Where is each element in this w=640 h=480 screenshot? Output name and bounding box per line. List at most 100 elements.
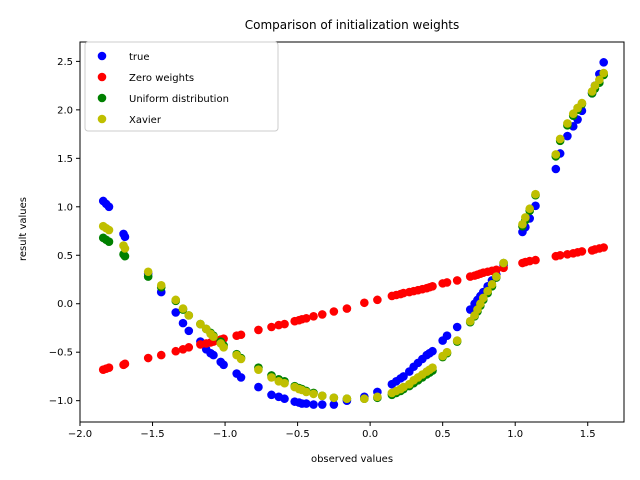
legend-marker: [97, 72, 107, 82]
y-tick-label: 2.5: [57, 57, 73, 68]
series-3-point: [531, 189, 540, 199]
series-3-point: [483, 286, 492, 296]
series-3-point: [577, 98, 587, 108]
series-1-point: [280, 319, 289, 329]
series-0-point: [329, 400, 339, 409]
legend-marker: [97, 114, 107, 124]
legend-label: Zero weights: [129, 73, 194, 84]
series-0-point: [317, 400, 327, 409]
series-1-points: [98, 243, 608, 374]
series-0-point: [399, 372, 408, 381]
series-3-point: [309, 389, 318, 399]
series-1-point: [555, 250, 565, 260]
series-1-point: [452, 276, 462, 285]
series-2-point: [120, 251, 130, 261]
series-3-point: [236, 354, 246, 364]
series-1-point: [156, 350, 166, 360]
series-3-point: [563, 119, 572, 128]
series-3-point: [525, 204, 535, 214]
series-0-point: [219, 360, 228, 370]
series-3-point: [209, 332, 218, 341]
series-3-point: [360, 394, 369, 404]
series-0-point: [563, 131, 572, 141]
series-3-point: [373, 392, 382, 402]
series-3-point: [280, 378, 289, 388]
legend-marker: [97, 93, 107, 103]
series-1-point: [104, 363, 114, 373]
plot-area-frame: [79, 41, 625, 423]
series-0-point: [104, 202, 114, 212]
series-3-point: [599, 68, 608, 78]
series-1-point: [267, 322, 276, 332]
series-1-point: [428, 281, 437, 291]
series-1-point: [317, 310, 327, 319]
series-0-point: [428, 346, 437, 356]
axis-ticks: −2.0 −1.5 −1.0 −0.5 0.0 0.5 1.0 1.5 −1.0 −0.5 0.0 0…: [49, 57, 596, 440]
series-3-point: [219, 343, 228, 352]
y-tick-label: 1.0: [57, 202, 73, 213]
series-1-point: [309, 312, 318, 321]
series-1-point: [302, 313, 311, 323]
series-3-point: [492, 272, 501, 281]
series-0-point: [452, 322, 462, 332]
series-1-point: [442, 278, 452, 287]
series-3-point: [342, 394, 352, 404]
series-1-point: [184, 343, 194, 352]
series-3-point: [171, 295, 181, 305]
series-3-point: [120, 244, 130, 253]
series-0-point: [599, 58, 608, 67]
legend: true Zero weights Uniform distribution Xavi…: [84, 41, 279, 132]
y-axis-label: result values: [18, 197, 29, 261]
y-tick-label: 0.5: [57, 251, 73, 262]
series-1-point: [254, 325, 263, 335]
series-3-point: [104, 225, 114, 235]
series-1-point: [531, 255, 540, 265]
series-3-point: [555, 134, 565, 144]
series-3-point: [254, 365, 263, 374]
series-1-point: [236, 330, 246, 340]
series-3-point: [442, 347, 452, 357]
x-tick-label: −2.0: [68, 429, 92, 440]
series-1-point: [577, 247, 587, 256]
series-3-point: [487, 280, 497, 289]
series-0-point: [254, 382, 263, 392]
series-1-point: [171, 346, 181, 356]
x-tick-label: 1.5: [580, 429, 596, 440]
series-0-point: [209, 350, 218, 360]
series-1-point: [360, 298, 369, 308]
y-tick-label: 2.0: [57, 105, 73, 116]
series-3-point: [521, 213, 530, 222]
series-0-point: [302, 399, 311, 408]
series-3-points: [98, 68, 608, 404]
y-tick-label: 1.5: [57, 154, 73, 165]
x-tick-label: −0.5: [285, 429, 309, 440]
y-tick-label: −0.5: [49, 348, 73, 359]
series-0-point: [236, 373, 246, 382]
x-tick-label: 0.0: [362, 429, 378, 440]
series-1-point: [373, 295, 382, 305]
data-points: [98, 58, 608, 409]
series-3-point: [428, 363, 437, 373]
series-1-point: [143, 353, 153, 363]
series-0-point: [184, 326, 194, 336]
series-3-point: [178, 304, 188, 313]
series-3-point: [551, 150, 561, 159]
series-3-point: [196, 319, 205, 329]
series-1-point: [329, 307, 339, 316]
series-0-point: [267, 390, 276, 400]
y-tick-label: −1.0: [49, 396, 73, 407]
legend-box: [84, 41, 279, 132]
series-3-point: [478, 293, 488, 303]
series-3-point: [499, 258, 508, 268]
y-tick-label: 0.0: [57, 299, 73, 310]
series-3-point: [329, 393, 339, 403]
series-1-point: [599, 243, 608, 252]
series-3-point: [267, 373, 276, 382]
series-3-point: [317, 391, 327, 401]
x-tick-label: 1.0: [507, 429, 523, 440]
series-0-point: [551, 164, 561, 174]
series-0-point: [120, 232, 130, 242]
series-2-point: [104, 237, 114, 246]
series-1-point: [120, 359, 130, 369]
